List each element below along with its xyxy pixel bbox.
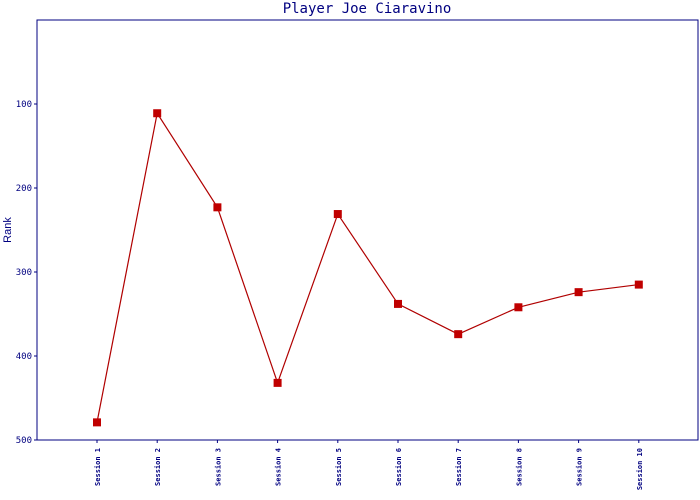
data-point-marker (514, 303, 523, 312)
y-tick-label: 500 (16, 436, 32, 446)
x-tick-label: Session 1 (94, 448, 102, 486)
y-tick-label: 400 (16, 352, 32, 362)
data-point-marker (273, 378, 282, 387)
x-tick-label: Session 6 (395, 448, 403, 486)
x-tick-label: Session 5 (335, 448, 343, 486)
x-tick-label: Session 7 (455, 448, 463, 486)
data-point-marker (574, 288, 583, 297)
data-point-marker (213, 203, 222, 212)
y-tick-label: 200 (16, 184, 32, 194)
x-tick-label: Session 8 (515, 448, 523, 486)
data-point-marker (634, 280, 643, 289)
data-point-marker (93, 418, 101, 427)
x-tick-label: Session 9 (576, 448, 584, 486)
y-tick-label: 100 (16, 100, 32, 110)
y-axis-ticks: 100 200 300 400 500 (16, 100, 37, 446)
data-point-marker (394, 299, 402, 308)
x-tick-label: Session 4 (275, 448, 283, 486)
data-point-marker (153, 109, 162, 118)
x-tick-label: Session 10 (636, 448, 644, 490)
series-layer (93, 109, 643, 427)
chart-title: Player Joe Ciaravino (283, 1, 452, 17)
series-line (96, 111, 639, 423)
y-axis-label: Rank (2, 217, 14, 243)
x-axis-ticks: Session 1 Session 2 Session 3 Session 4 Sess… (94, 440, 644, 490)
data-point-marker (333, 210, 342, 219)
x-tick-label: Session 2 (154, 448, 162, 486)
plot-area (36, 19, 699, 441)
y-tick-label: 300 (16, 268, 32, 278)
x-tick-label: Session 3 (214, 448, 222, 486)
data-point-marker (454, 330, 463, 339)
